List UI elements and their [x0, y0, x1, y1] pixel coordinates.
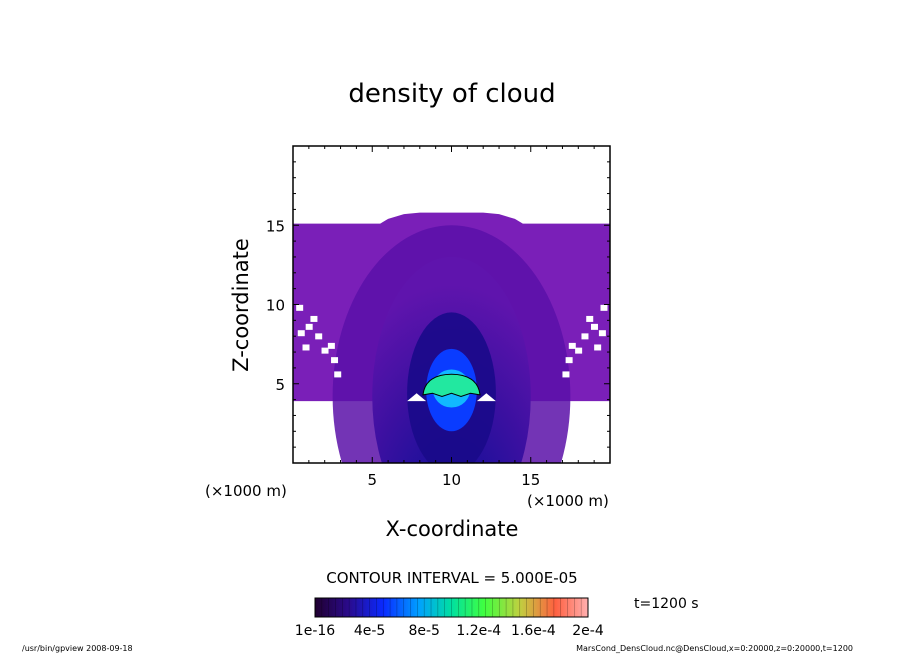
y-unit-label: (×1000 m)	[205, 482, 287, 500]
edge-gap-right-4	[565, 357, 573, 364]
cloud-base-gap-left	[407, 393, 427, 402]
cloud-base-gap-right	[476, 393, 496, 402]
colorbar-tick-label-5: 2e-4	[572, 623, 604, 639]
edge-gap-left-6	[302, 344, 310, 351]
colorbar-tick-label-3: 1.2e-4	[456, 623, 501, 639]
colorbar-segments	[321, 598, 582, 617]
axis-ticks	[292, 145, 611, 464]
colorbar-gradient	[315, 598, 588, 617]
density-field	[293, 212, 610, 463]
colorbar-tick-label-2: 8e-5	[408, 623, 439, 639]
colorbar-tick-label-4: 1.6e-4	[511, 623, 556, 639]
y-tick-label-2: 15	[266, 217, 285, 235]
edge-gap-right-1	[590, 323, 598, 330]
edge-gap-left-5	[321, 347, 329, 354]
edge-gap-right-0	[598, 330, 606, 337]
edge-gap-left-9	[296, 304, 304, 311]
time-label: t=1200 s	[634, 596, 699, 612]
edge-gap-right-3	[568, 342, 576, 349]
y-tick-labels: 5 10 15	[266, 217, 285, 394]
colorbar-tick-labels: 1e-16 4e-5 8e-5 1.2e-4 1.6e-4 2e-4	[295, 623, 604, 639]
footer-right: MarsCond_DensCloud.nc@DensCloud,x=0:2000…	[576, 644, 853, 653]
edge-gap-right-9	[600, 304, 608, 311]
x-axis-title: X-coordinate	[386, 517, 519, 541]
y-tick-label-1: 10	[266, 297, 285, 315]
edge-gap-left-2	[315, 333, 323, 340]
y-tick-label-0: 5	[275, 376, 285, 394]
x-tick-label-2: 15	[521, 471, 540, 489]
edge-gap-left-4	[331, 357, 339, 364]
colorbar: 1e-16 4e-5 8e-5 1.2e-4 1.6e-4 2e-4	[295, 597, 604, 639]
edge-gap-right-6	[594, 344, 602, 351]
edge-gap-left-8	[310, 315, 318, 322]
edge-gap-right-8	[586, 315, 594, 322]
colorbar-tick-label-0: 1e-16	[295, 623, 335, 639]
x-tick-labels: 5 10 15	[367, 471, 540, 489]
x-unit-label: (×1000 m)	[527, 492, 609, 510]
plot-area	[292, 145, 611, 464]
colorbar-tick-label-1: 4e-5	[354, 623, 385, 639]
edge-gap-left-0	[297, 330, 305, 337]
edge-gap-left-3	[327, 342, 335, 349]
contour-interval: CONTOUR INTERVAL = 5.000E-05	[326, 569, 577, 587]
colorbar-frame	[314, 597, 589, 618]
x-tick-label-1: 10	[442, 471, 461, 489]
peak-contour	[422, 373, 481, 397]
edge-gap-right-5	[575, 347, 583, 354]
edge-gap-right-7	[562, 371, 570, 378]
edge-gap-right-2	[581, 333, 589, 340]
footer-left: /usr/bin/gpview 2008-09-18	[22, 644, 133, 653]
edge-gap-left-7	[334, 371, 342, 378]
chart-title: density of cloud	[348, 79, 555, 109]
y-axis-title: Z-coordinate	[229, 238, 253, 372]
edge-gap-left-1	[305, 323, 313, 330]
x-tick-label-0: 5	[367, 471, 377, 489]
